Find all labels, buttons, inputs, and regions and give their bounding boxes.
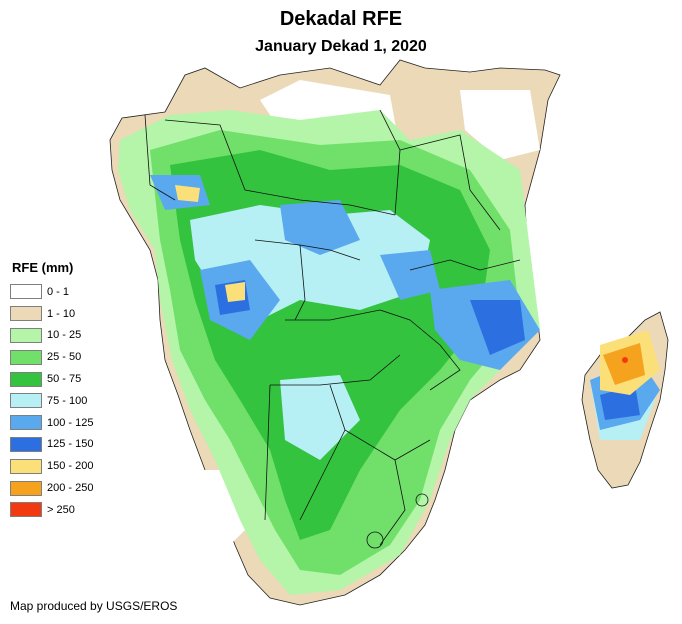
legend-label: 150 - 200	[47, 460, 94, 473]
map-credit: Map produced by USGS/EROS	[10, 599, 178, 613]
legend-swatch	[10, 327, 42, 343]
legend-label: 125 - 150	[47, 438, 94, 451]
legend-item: > 250	[10, 499, 93, 521]
legend-title: RFE (mm)	[12, 260, 74, 275]
legend-label: 200 - 250	[47, 482, 94, 495]
legend-item: 100 - 125	[10, 412, 93, 434]
legend-label: 50 - 75	[47, 373, 82, 386]
country-borders	[144, 109, 521, 549]
legend-swatch	[10, 349, 42, 365]
map-subtitle: January Dekad 1, 2020	[255, 38, 427, 55]
legend-swatch	[10, 284, 42, 300]
legend-swatch	[10, 415, 42, 431]
legend-item: 200 - 250	[10, 477, 93, 499]
legend-label: 0 - 1	[47, 285, 70, 298]
legend-label: 10 - 25	[47, 329, 82, 342]
legend-item: 125 - 150	[10, 434, 93, 456]
legend-swatch	[10, 480, 42, 496]
legend-swatch	[10, 371, 42, 387]
legend-swatch	[10, 393, 42, 409]
legend-label: 75 - 100	[47, 394, 88, 407]
legend: RFE (mm) 0 - 1 1 - 10 10 - 25 25 - 50 50…	[10, 260, 93, 521]
legend-item: 10 - 25	[10, 325, 93, 347]
legend-swatch	[10, 458, 42, 474]
legend-swatch	[10, 306, 42, 322]
legend-swatch	[10, 436, 42, 452]
legend-item: 0 - 1	[10, 281, 93, 303]
legend-swatch	[10, 502, 42, 518]
legend-item: 25 - 50	[10, 346, 93, 368]
legend-item: 75 - 100	[10, 390, 93, 412]
legend-label: 1 - 10	[47, 307, 76, 320]
legend-item: 1 - 10	[10, 303, 93, 325]
rainfall-bands	[118, 80, 660, 595]
legend-item: 50 - 75	[10, 368, 93, 390]
legend-label: 100 - 125	[47, 416, 94, 429]
legend-label: > 250	[47, 503, 75, 516]
map-title: Dekadal RFE	[279, 8, 403, 30]
legend-item: 150 - 200	[10, 455, 93, 477]
legend-label: 25 - 50	[47, 351, 82, 364]
